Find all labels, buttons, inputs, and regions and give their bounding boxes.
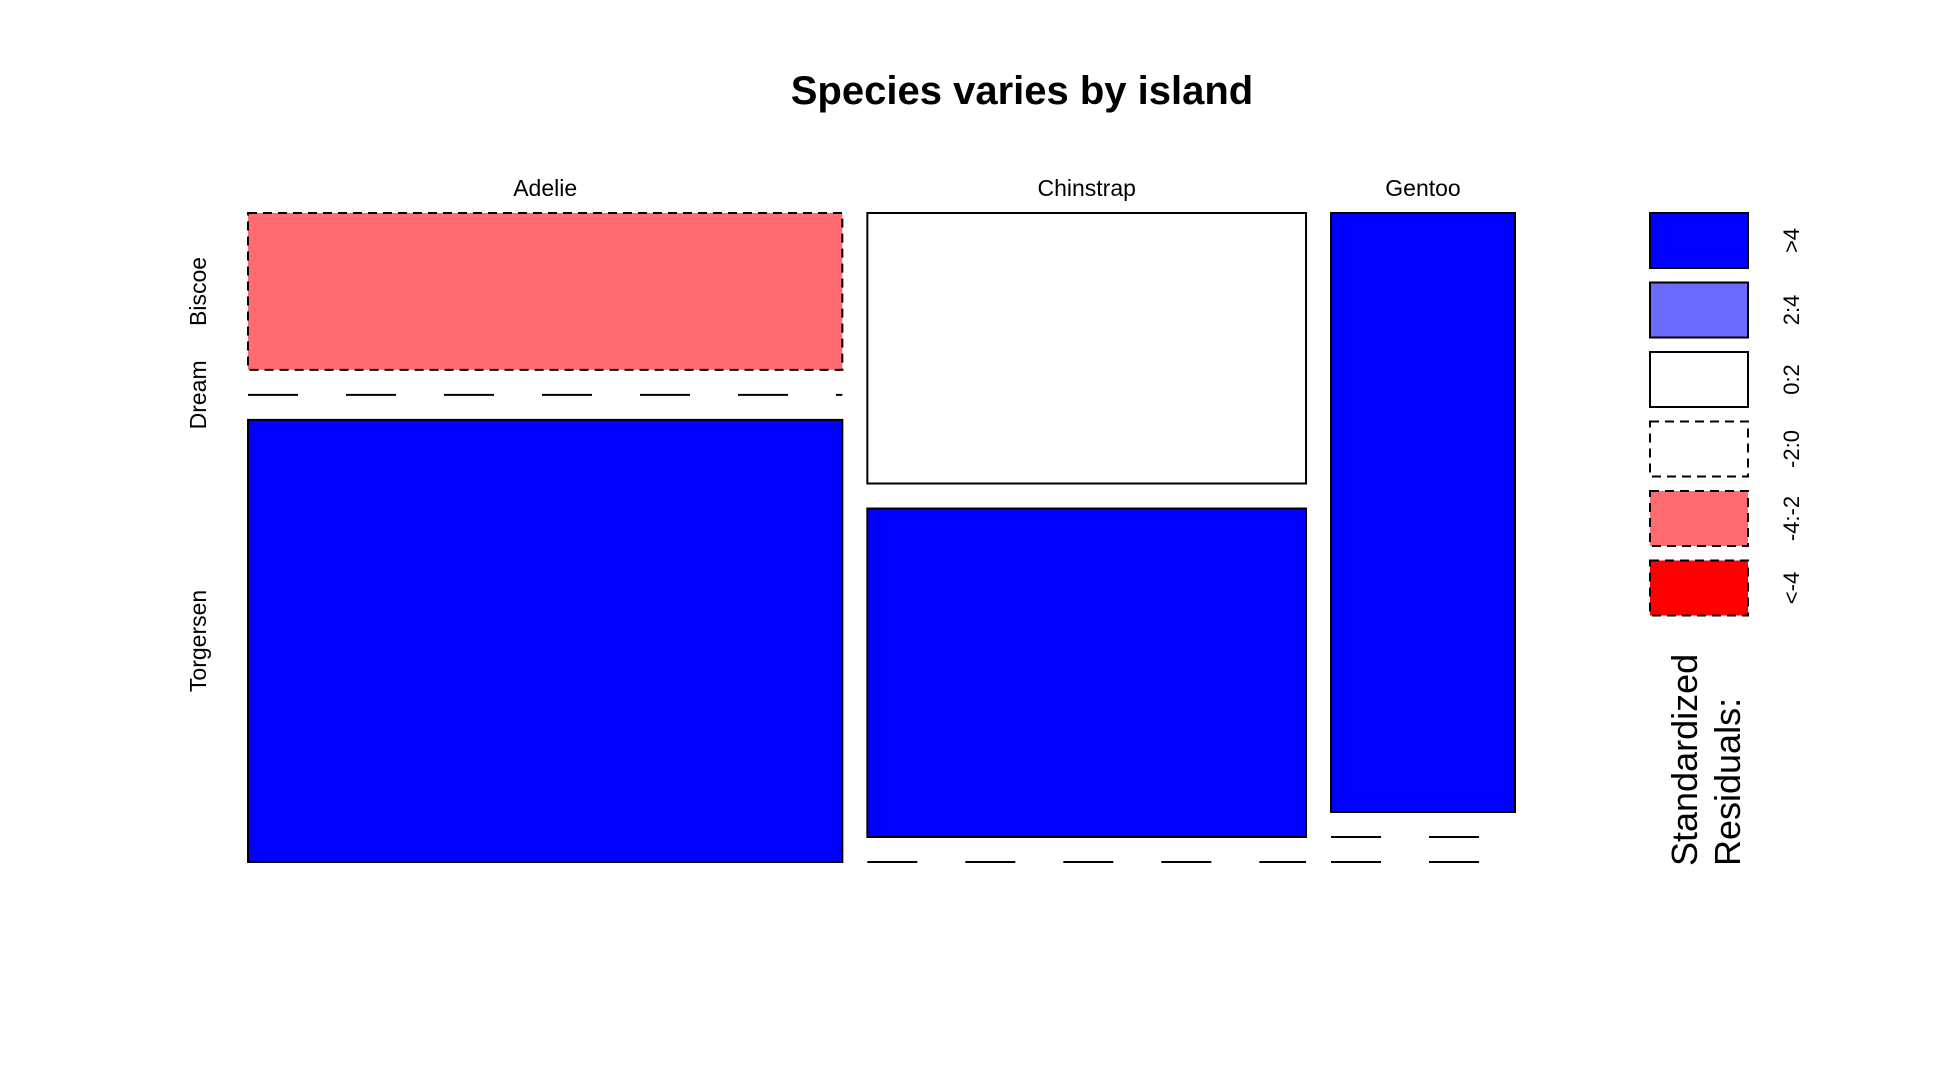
tile-adelie-torgersen xyxy=(247,418,844,863)
tile-chinstrap-biscoe xyxy=(866,212,1308,485)
legend-title-line-1: Standardized xyxy=(1664,654,1705,866)
legend-label-5: -4:-2 xyxy=(1779,496,1804,541)
legend-swatch-6 xyxy=(1649,559,1749,617)
legend-label-3: 0:2 xyxy=(1779,364,1804,395)
legend-swatch-2 xyxy=(1649,281,1749,339)
column-label-adelie: Adelie xyxy=(513,175,577,201)
chart-title: Species varies by island xyxy=(791,69,1253,113)
tile-adelie-biscoe xyxy=(247,212,844,371)
legend-title-line-2: Residuals: xyxy=(1707,698,1748,866)
column-label-gentoo: Gentoo xyxy=(1385,175,1460,201)
row-label-biscoe: Biscoe xyxy=(185,257,211,326)
legend-swatch-4 xyxy=(1649,420,1749,478)
legend-swatch-1 xyxy=(1649,212,1749,269)
row-label-torgersen: Torgersen xyxy=(185,590,211,692)
column-label-chinstrap: Chinstrap xyxy=(1037,175,1135,201)
legend-swatch-5 xyxy=(1649,490,1749,547)
legend-label-1: >4 xyxy=(1779,228,1804,253)
row-label-dream: Dream xyxy=(185,360,211,429)
tile-chinstrap-dream xyxy=(866,507,1308,838)
legend-label-4: -2:0 xyxy=(1779,430,1804,468)
tile-gentoo-biscoe xyxy=(1330,212,1517,813)
legend-swatch-3 xyxy=(1649,351,1749,408)
legend-label-6: <-4 xyxy=(1779,572,1804,604)
legend-label-2: 2:4 xyxy=(1779,295,1804,326)
